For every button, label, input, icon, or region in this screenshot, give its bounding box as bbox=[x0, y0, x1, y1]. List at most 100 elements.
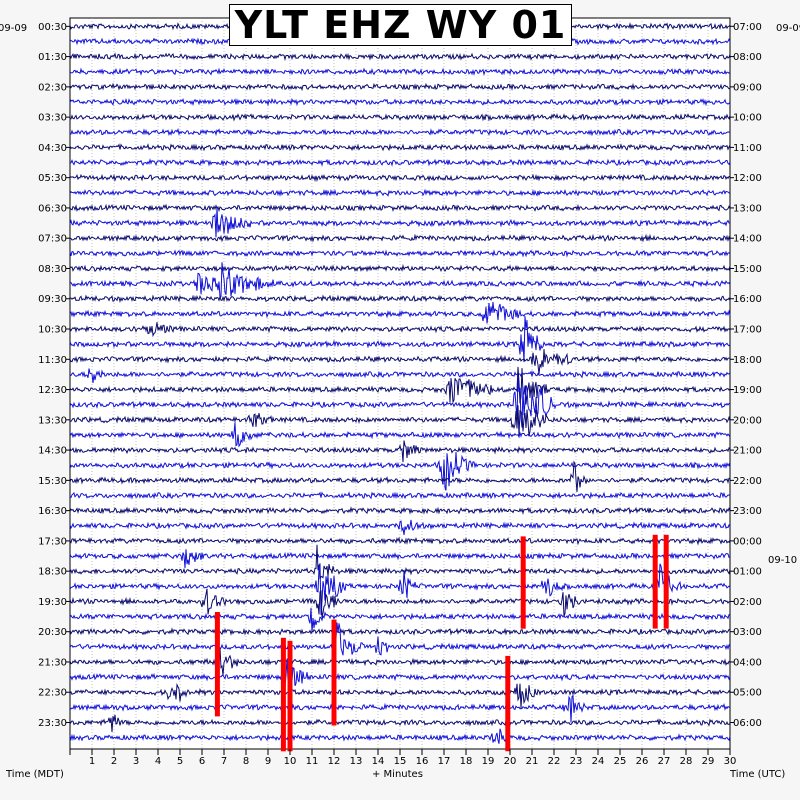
trace-row-35 bbox=[69, 549, 731, 569]
left-time-label-23: 23:30 bbox=[38, 718, 67, 729]
left-time-label-14: 14:30 bbox=[38, 446, 67, 457]
trace-row-9 bbox=[69, 158, 731, 167]
right-time-label-8: 15:00 bbox=[733, 264, 762, 275]
trace-row-12 bbox=[69, 203, 731, 213]
trace-row-14 bbox=[69, 233, 731, 243]
rollover-date: 09-10 bbox=[768, 555, 797, 566]
x-tick-label-1: 1 bbox=[89, 756, 95, 767]
left-time-label-5: 05:30 bbox=[38, 173, 67, 184]
clipped-event-1 bbox=[652, 534, 658, 629]
x-axis-ticks: 1 2 3 4 5 6 7 8 9 10 11 12 13 14 15 16 17 18 19 20 21 22 23 24 2… bbox=[69, 749, 737, 767]
left-time-labels: 00:30 01:30 02:30 03:30 04:30 05:30 06:30 07:30… bbox=[38, 22, 70, 729]
top-right-date: 09-09 bbox=[776, 23, 800, 34]
x-tick-label-17: 17 bbox=[438, 756, 451, 767]
left-time-label-12: 12:30 bbox=[38, 385, 67, 396]
left-time-label-16: 16:30 bbox=[38, 506, 67, 517]
x-tick-label-29: 29 bbox=[702, 756, 715, 767]
trace-row-19 bbox=[69, 301, 731, 324]
trace-row-13 bbox=[69, 206, 731, 238]
x-tick-label-27: 27 bbox=[658, 756, 671, 767]
trace-row-33 bbox=[69, 519, 731, 535]
left-time-label-10: 10:30 bbox=[38, 325, 67, 336]
trace-row-34 bbox=[69, 536, 731, 546]
trace-row-40 bbox=[69, 627, 731, 637]
right-time-label-18: 01:00 bbox=[733, 567, 762, 578]
right-time-label-3: 10:00 bbox=[733, 113, 762, 124]
right-time-label-23: 06:00 bbox=[733, 718, 762, 729]
trace-row-21 bbox=[69, 316, 731, 363]
left-time-label-19: 19:30 bbox=[38, 597, 67, 608]
right-time-label-0: 07:00 bbox=[733, 22, 762, 33]
trace-row-37 bbox=[69, 563, 731, 615]
x-tick-label-13: 13 bbox=[350, 756, 363, 767]
trace-row-28 bbox=[69, 440, 731, 463]
x-axis-label: + Minutes bbox=[372, 769, 423, 780]
left-time-label-15: 15:30 bbox=[38, 476, 67, 487]
clipped-event-7 bbox=[505, 655, 511, 752]
left-time-label-2: 02:30 bbox=[38, 82, 67, 93]
trace-row-25 bbox=[69, 377, 731, 428]
right-time-label-10: 17:00 bbox=[733, 325, 762, 336]
trace-row-47 bbox=[69, 728, 731, 744]
x-tick-label-7: 7 bbox=[221, 756, 227, 767]
left-time-label-22: 22:30 bbox=[38, 688, 67, 699]
right-time-label-19: 02:00 bbox=[733, 597, 762, 608]
left-time-label-9: 09:30 bbox=[38, 294, 67, 305]
clipped-event-6 bbox=[287, 640, 293, 752]
trace-row-15 bbox=[69, 249, 731, 258]
trace-row-5 bbox=[69, 97, 731, 107]
trace-row-10 bbox=[69, 173, 730, 183]
left-time-label-18: 18:30 bbox=[38, 567, 67, 578]
left-time-label-20: 20:30 bbox=[38, 627, 67, 638]
x-tick-label-16: 16 bbox=[416, 756, 429, 767]
trace-row-36 bbox=[69, 544, 731, 580]
trace-row-42 bbox=[69, 647, 731, 676]
x-tick-label-10: 10 bbox=[284, 756, 297, 767]
trace-row-23 bbox=[69, 368, 731, 384]
left-time-label-13: 13:30 bbox=[38, 415, 67, 426]
right-time-label-20: 03:00 bbox=[733, 627, 762, 638]
trace-row-41 bbox=[69, 622, 731, 656]
x-tick-label-9: 9 bbox=[265, 756, 271, 767]
left-time-label-1: 01:30 bbox=[38, 52, 67, 63]
x-tick-label-26: 26 bbox=[636, 756, 649, 767]
right-axis-label: Time (UTC) bbox=[729, 769, 785, 780]
trace-row-7 bbox=[69, 127, 731, 137]
x-tick-label-23: 23 bbox=[570, 756, 583, 767]
chart-title-box: YLT EHZ WY 01 bbox=[229, 4, 572, 46]
trace-row-17 bbox=[69, 262, 731, 299]
left-time-label-3: 03:30 bbox=[38, 113, 67, 124]
trace-row-24 bbox=[69, 366, 731, 405]
trace-row-27 bbox=[69, 422, 731, 448]
trace-row-46 bbox=[69, 714, 731, 733]
right-time-label-4: 11:00 bbox=[733, 143, 762, 154]
right-time-label-13: 20:00 bbox=[733, 415, 762, 426]
left-time-label-4: 04:30 bbox=[38, 143, 67, 154]
x-tick-label-19: 19 bbox=[482, 756, 495, 767]
trace-row-11 bbox=[69, 188, 731, 198]
top-left-date: 09-09 bbox=[0, 23, 27, 34]
right-time-label-15: 22:00 bbox=[733, 476, 762, 487]
right-time-label-16: 23:00 bbox=[733, 506, 762, 517]
trace-row-3 bbox=[69, 67, 731, 77]
right-time-label-9: 16:00 bbox=[733, 294, 762, 305]
left-time-label-17: 17:30 bbox=[38, 536, 67, 547]
x-tick-label-3: 3 bbox=[133, 756, 139, 767]
left-time-label-11: 11:30 bbox=[38, 355, 67, 366]
clipped-event-4 bbox=[331, 619, 337, 726]
minute-grid bbox=[91, 18, 709, 749]
x-tick-label-21: 21 bbox=[526, 756, 539, 767]
x-tick-label-2: 2 bbox=[111, 756, 117, 767]
trace-row-29 bbox=[69, 451, 731, 491]
x-tick-label-30: 30 bbox=[724, 756, 737, 767]
trace-row-44 bbox=[69, 682, 731, 709]
left-time-label-0: 00:30 bbox=[38, 22, 67, 33]
trace-row-32 bbox=[69, 506, 731, 516]
right-time-label-7: 14:00 bbox=[733, 234, 762, 245]
trace-row-31 bbox=[69, 491, 731, 500]
left-axis-label: Time (MDT) bbox=[5, 769, 64, 780]
x-tick-label-12: 12 bbox=[328, 756, 341, 767]
x-tick-label-6: 6 bbox=[199, 756, 205, 767]
right-time-label-14: 21:00 bbox=[733, 446, 762, 457]
